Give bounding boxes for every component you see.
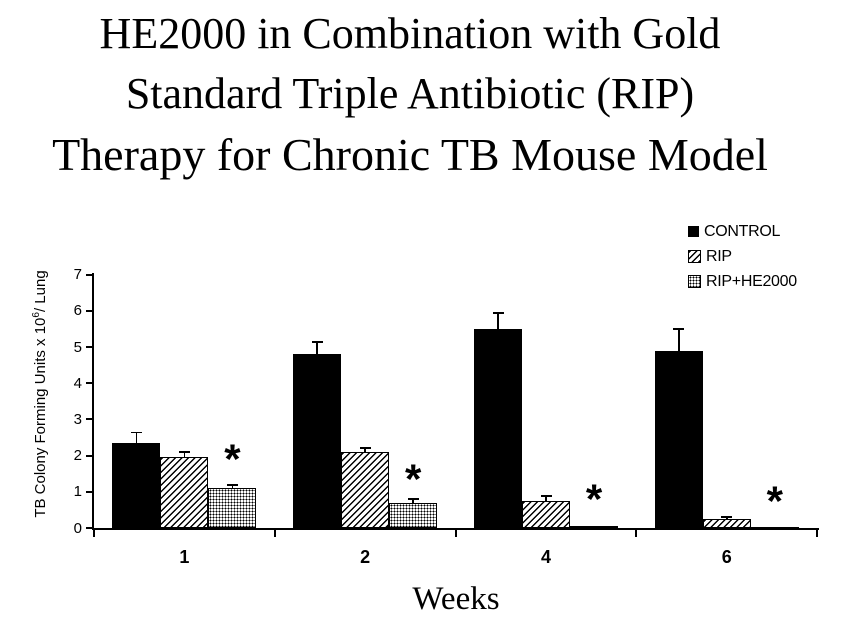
significance-asterisk: * bbox=[766, 477, 783, 525]
y-tick-label: 1 bbox=[73, 483, 82, 501]
y-axis-tick bbox=[86, 527, 92, 529]
legend-item-rip: RIP bbox=[688, 248, 797, 265]
y-axis-tick bbox=[86, 382, 92, 385]
legend-label-control: CONTROL bbox=[704, 222, 781, 240]
bar-rip-he2000-week-4 bbox=[570, 526, 618, 529]
y-axis-tick bbox=[86, 309, 92, 312]
y-tick-label: 4 bbox=[73, 374, 82, 392]
legend-swatch-rip-he2000-icon bbox=[688, 275, 701, 288]
error-bar bbox=[412, 498, 414, 503]
x-tick-label: 4 bbox=[540, 547, 551, 567]
error-bar bbox=[497, 312, 499, 329]
error-bar bbox=[183, 451, 186, 458]
y-axis-tick bbox=[86, 346, 92, 348]
x-tick-label: 6 bbox=[721, 547, 732, 567]
significance-asterisk: * bbox=[405, 455, 422, 503]
error-bar bbox=[545, 495, 547, 501]
x-tick-label: 1 bbox=[179, 547, 190, 567]
x-axis-tick bbox=[93, 530, 95, 537]
significance-asterisk: * bbox=[585, 475, 603, 523]
y-tick-label: 2 bbox=[73, 447, 82, 465]
bar-control-week-6 bbox=[654, 350, 703, 528]
y-axis-tick bbox=[86, 273, 92, 276]
significance-asterisk: * bbox=[224, 435, 241, 483]
legend-swatch-control-icon bbox=[688, 226, 699, 237]
bar-rip-week-2 bbox=[341, 451, 390, 528]
chart-title-line-1: HE2000 in Combination with Gold bbox=[99, 9, 721, 58]
y-axis-line bbox=[92, 273, 94, 530]
x-tick-label: 2 bbox=[360, 547, 371, 567]
y-axis-label-text: TB Colony Forming Units x 10 bbox=[32, 317, 49, 518]
x-axis-tick bbox=[273, 530, 276, 537]
bar-rip-week-1 bbox=[160, 457, 209, 528]
bar-rip-week-6 bbox=[702, 518, 751, 528]
error-bar bbox=[316, 341, 318, 355]
error-bar-cap bbox=[721, 515, 733, 518]
y-axis-tick bbox=[86, 454, 92, 457]
error-bar-cap bbox=[226, 484, 238, 486]
y-tick-label: 3 bbox=[73, 410, 82, 428]
x-axis-line bbox=[92, 528, 819, 530]
y-axis-tick bbox=[86, 418, 92, 421]
x-axis-tick bbox=[635, 530, 638, 537]
error-bar bbox=[364, 447, 366, 452]
error-bar-cap bbox=[130, 431, 142, 434]
chart-title: HE2000 in Combination with Gold Standard… bbox=[0, 4, 842, 185]
chart-title-line-3: Therapy for Chronic TB Mouse Model bbox=[52, 129, 768, 180]
x-axis-tick bbox=[816, 530, 819, 537]
error-bar-cap bbox=[178, 451, 190, 454]
y-tick-label: 6 bbox=[73, 302, 82, 320]
error-bar-cap bbox=[407, 497, 419, 500]
bar-control-week-1 bbox=[112, 442, 161, 528]
x-axis-title: Weeks bbox=[412, 581, 500, 617]
y-axis-label-suffix: / Lung bbox=[32, 270, 49, 313]
legend-label-rip-he2000: RIP+HE2000 bbox=[706, 272, 797, 290]
legend-item-rip-he2000: RIP+HE2000 bbox=[688, 273, 797, 290]
bar-rip-he2000-week-6 bbox=[750, 526, 799, 529]
error-bar-cap bbox=[311, 341, 323, 343]
legend-label-rip: RIP bbox=[706, 247, 732, 265]
error-bar bbox=[726, 516, 728, 519]
bar-rip-he2000-week-2 bbox=[389, 502, 438, 528]
error-bar-cap bbox=[673, 328, 685, 331]
y-axis-label: TB Colony Forming Units x 106/ Lung bbox=[31, 270, 49, 517]
error-bar bbox=[135, 432, 138, 443]
error-bar bbox=[678, 328, 680, 351]
y-axis-tick bbox=[86, 490, 92, 493]
error-bar bbox=[231, 484, 234, 489]
legend: CONTROL RIP RIP+HE2000 bbox=[688, 223, 797, 298]
chart-title-line-2: Standard Triple Antibiotic (RIP) bbox=[125, 69, 695, 118]
bar-rip-week-4 bbox=[522, 500, 570, 528]
legend-item-control: CONTROL bbox=[688, 223, 797, 240]
legend-swatch-rip-icon bbox=[688, 250, 701, 263]
error-bar-cap bbox=[540, 494, 552, 497]
y-axis-label-superscript: 6 bbox=[31, 312, 42, 318]
y-tick-label: 0 bbox=[73, 519, 82, 537]
bar-control-week-2 bbox=[293, 354, 342, 528]
error-bar-cap bbox=[359, 447, 371, 449]
y-tick-label: 5 bbox=[73, 338, 82, 356]
x-axis-tick bbox=[454, 530, 457, 537]
bar-control-week-4 bbox=[474, 328, 522, 528]
y-tick-label: 7 bbox=[73, 266, 82, 284]
error-bar-cap bbox=[492, 312, 504, 314]
bar-rip-he2000-week-1 bbox=[208, 488, 257, 528]
